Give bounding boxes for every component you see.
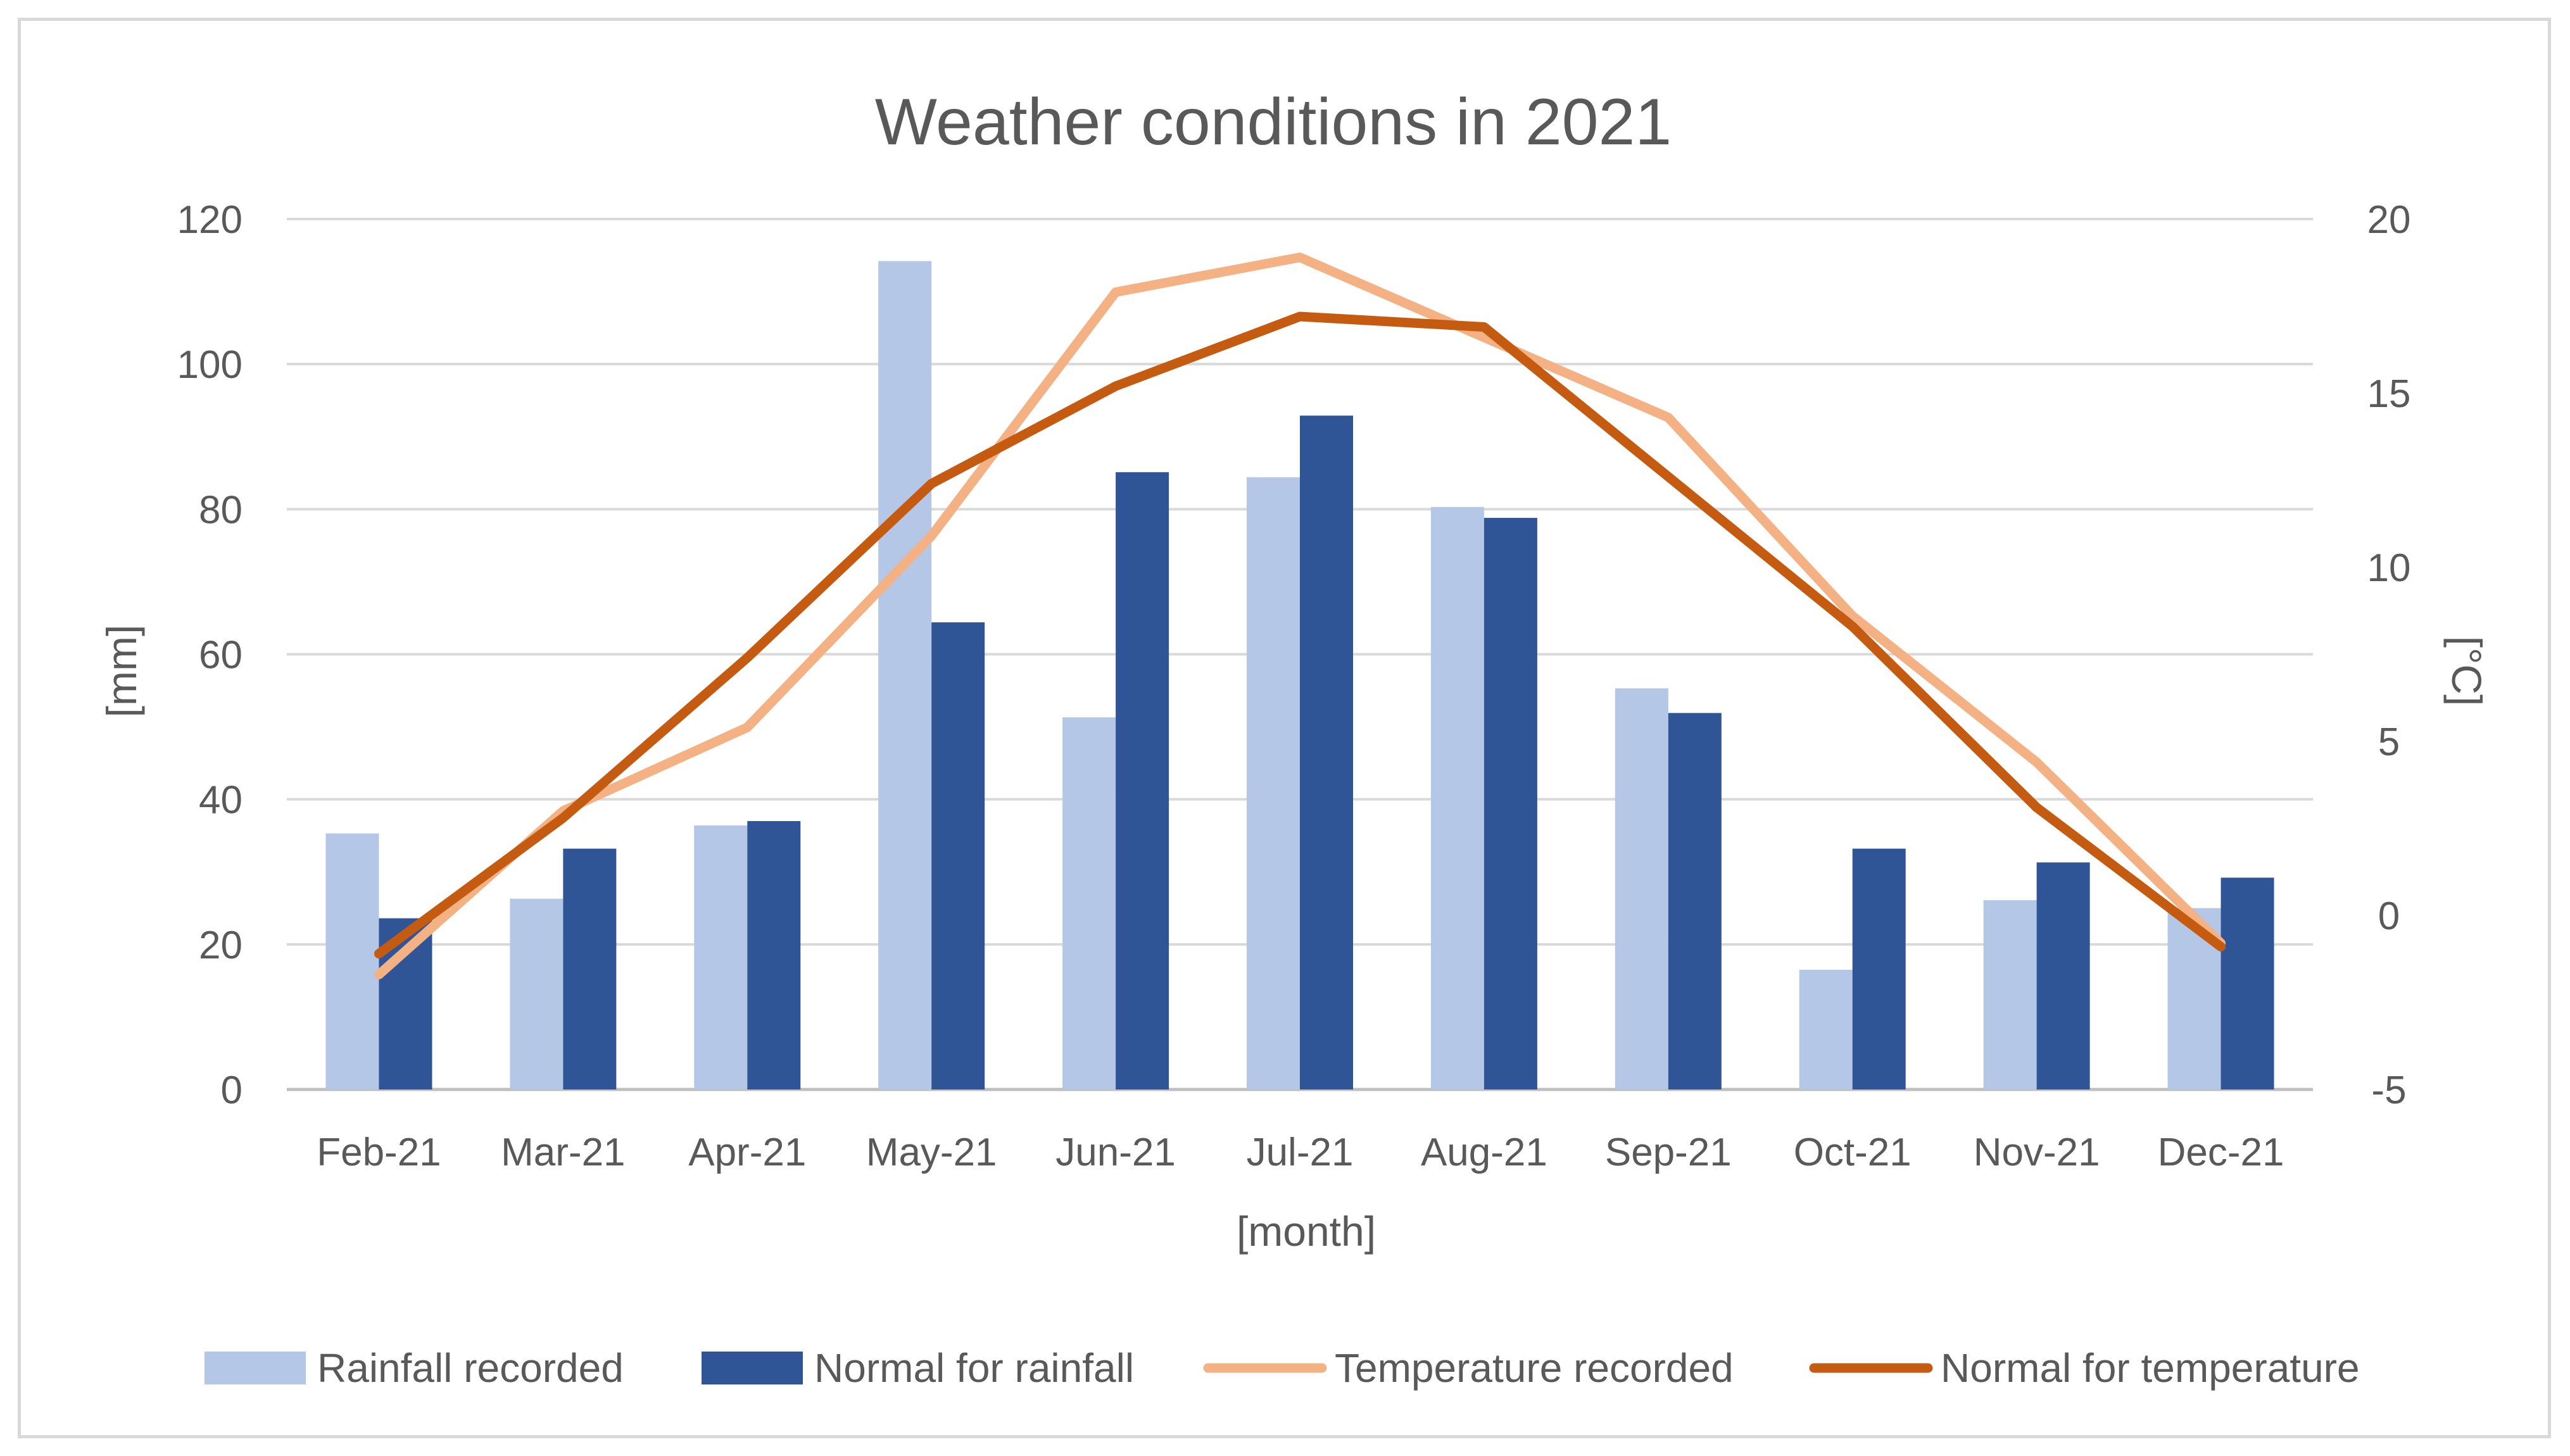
legend-label-temperature-recorded: Temperature recorded [1335,1345,1734,1391]
y2-tick-label: 0 [2378,894,2400,938]
legend-swatch-normal-for-rainfall [702,1352,803,1384]
y2-tick-label: 15 [2367,372,2411,416]
bar-rainfall-recorded [878,261,932,1089]
bar-normal-for-rainfall [931,622,985,1089]
bar-rainfall-recorded [1247,477,1300,1089]
legend-label-normal-for-rainfall: Normal for rainfall [814,1345,1134,1391]
y2-tick-label: 20 [2367,198,2411,242]
y-tick-label: 20 [199,924,243,967]
bar-rainfall-recorded [1983,900,2037,1089]
bar-normal-for-rainfall [1483,518,1537,1089]
bar-normal-for-rainfall [563,848,617,1089]
y-tick-label: 100 [177,343,243,387]
bar-normal-for-rainfall [1300,415,1353,1090]
x-tick-label: Nov-21 [1974,1131,2100,1174]
legend-label-normal-for-temperature: Normal for temperature [1941,1345,2360,1391]
series-lines [374,253,2226,979]
bar-normal-for-rainfall [747,821,801,1089]
line-normal-for-temperature [374,311,2226,958]
x-tick-label: Jul-21 [1247,1131,1354,1174]
bar-rainfall-recorded [1615,688,1668,1089]
bar-rainfall-recorded [325,833,379,1089]
x-tick-label: Dec-21 [2158,1131,2284,1174]
x-axis-ticks: Feb-21 Mar-21 Apr-21 May-21 Jun-21 Jul-21 Aug-… [317,1131,2284,1174]
y2-tick-label: -5 [2371,1069,2406,1112]
legend-swatch-rainfall-recorded [205,1352,306,1384]
y-tick-label: 40 [199,779,243,822]
x-tick-label: Aug-21 [1421,1131,1547,1174]
y-axis-label: [mm] [98,625,145,718]
x-tick-label: Apr-21 [688,1131,806,1174]
bar-normal-for-rainfall [2220,877,2274,1089]
x-tick-label: Jun-21 [1055,1131,1176,1174]
y-tick-label: 60 [199,634,243,677]
y-tick-label: 120 [177,198,243,242]
bar-rainfall-recorded [510,898,564,1089]
bar-normal-for-rainfall [2036,862,2090,1089]
chart-svg: Weather conditions in 2021 0204060801001… [98,85,2490,1391]
y2-tick-label: 10 [2367,546,2411,590]
legend: Rainfall recorded Normal for rainfall Temp… [205,1345,2360,1391]
x-tick-label: Sep-21 [1605,1131,1732,1174]
bar-normal-for-rainfall [1668,713,1722,1089]
bar-rainfall-recorded [1799,969,1853,1089]
chart-title: Weather conditions in 2021 [875,85,1672,159]
bar-rainfall-recorded [1430,506,1484,1089]
x-tick-label: Mar-21 [501,1131,625,1174]
y-tick-label: 0 [221,1069,243,1112]
y-tick-label: 80 [199,488,243,532]
chart-frame: Weather conditions in 2021 0 20 40 60 80 100 1… [18,18,2551,1438]
y-axis-ticks: 0 20 40 60 80 100 120 [177,198,243,1112]
legend-label-rainfall-recorded: Rainfall recorded [317,1345,624,1391]
y2-axis-ticks: -5 0 5 10 15 20 [2367,198,2411,1112]
y2-tick-label: 5 [2378,720,2400,764]
bars [325,261,2274,1090]
bar-normal-for-rainfall [1852,848,1906,1089]
x-axis-label: [month] [1237,1208,1376,1255]
bar-rainfall-recorded [1062,717,1116,1089]
bar-normal-for-rainfall [1116,472,1169,1089]
line-temperature-recorded [374,253,2226,979]
bar-rainfall-recorded [694,825,748,1089]
x-tick-label: May-21 [866,1131,997,1174]
x-tick-label: Feb-21 [317,1131,441,1174]
x-tick-label: Oct-21 [1794,1131,1912,1174]
y2-axis-label: [°C] [2443,636,2490,706]
